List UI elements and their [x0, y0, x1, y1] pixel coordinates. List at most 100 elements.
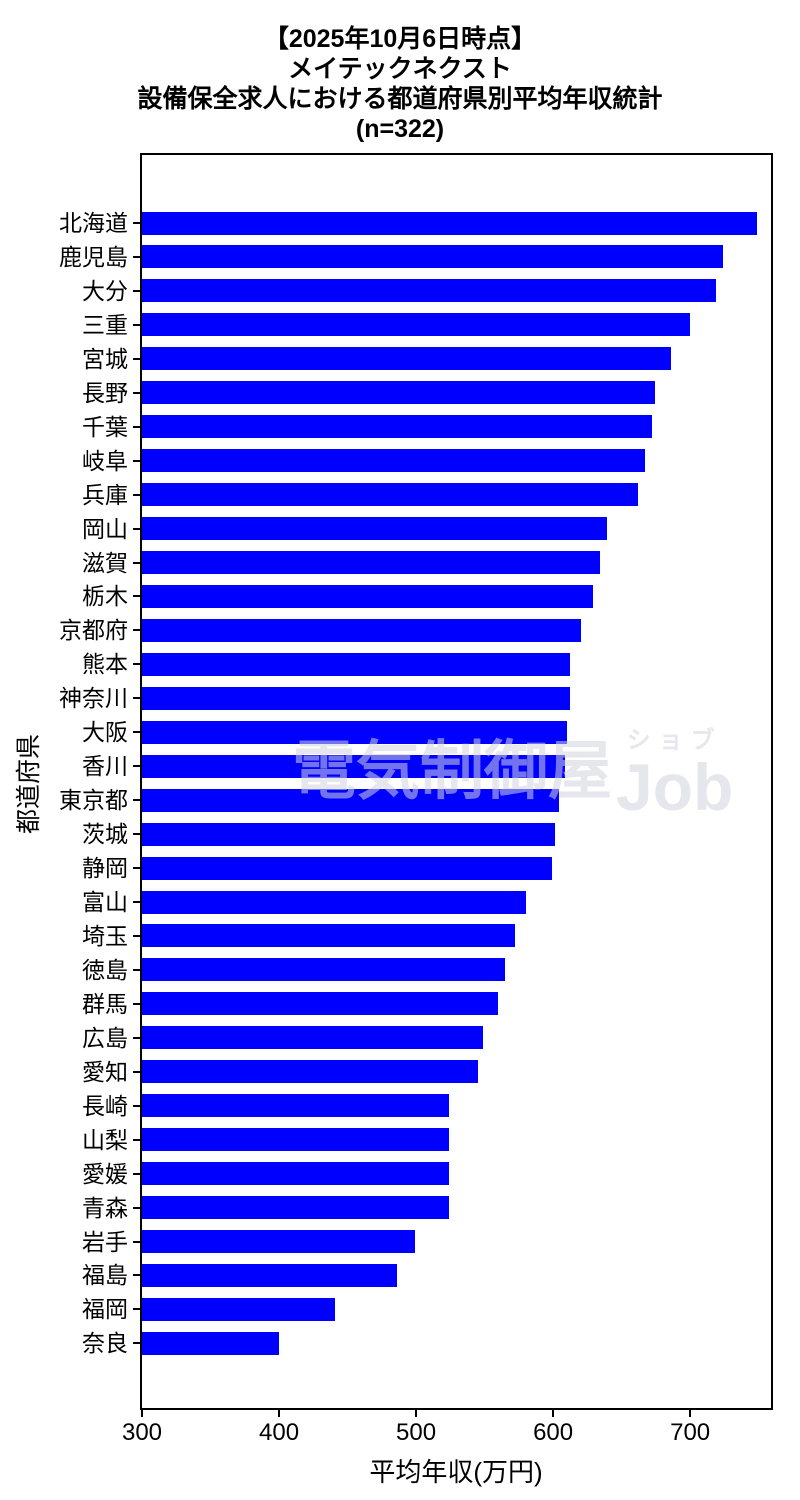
bar-長野	[142, 381, 655, 405]
y-tick-label: 富山	[82, 889, 128, 915]
bar-埼玉	[142, 924, 515, 948]
y-tick-label: 岐阜	[82, 447, 128, 474]
y-tick-label: 千葉	[82, 413, 128, 440]
y-tick-label: 兵庫	[82, 481, 128, 508]
y-tick-mark	[133, 1002, 140, 1005]
y-tick-mark	[133, 561, 140, 564]
y-tick-label: 神奈川	[59, 685, 128, 712]
y-tick-mark	[133, 1206, 140, 1209]
y-tick-mark	[133, 289, 140, 292]
y-tick-label: 香川	[82, 753, 128, 780]
y-tick-label: 大阪	[82, 719, 128, 746]
y-tick-mark	[133, 1308, 140, 1311]
y-tick-mark	[133, 731, 140, 734]
y-tick-mark	[133, 1274, 140, 1277]
y-tick-mark	[133, 867, 140, 870]
y-tick-label: 徳島	[82, 956, 128, 983]
y-tick-mark	[133, 459, 140, 462]
y-tick-mark	[133, 901, 140, 903]
y-tick-label: 福岡	[82, 1296, 128, 1323]
y-tick-label: 青森	[82, 1194, 128, 1221]
y-tick-mark	[133, 1138, 140, 1141]
x-tick-label: 700	[670, 1419, 711, 1446]
y-tick-mark	[133, 697, 140, 700]
bar-茨城	[142, 822, 555, 846]
bar-長崎	[142, 1094, 449, 1118]
bar-富山	[142, 890, 526, 914]
y-tick-mark	[133, 425, 140, 428]
bar-鹿児島	[142, 245, 723, 269]
bar-宮城	[142, 347, 671, 371]
x-tick-label: 600	[533, 1419, 574, 1446]
bar-滋賀	[142, 551, 600, 574]
bar-熊本	[142, 652, 570, 676]
y-tick-mark	[133, 357, 140, 360]
y-tick-mark	[133, 222, 140, 224]
x-tick-mark	[141, 1408, 143, 1417]
bar-栃木	[142, 584, 593, 608]
y-tick-mark	[133, 1172, 140, 1175]
bar-愛媛	[142, 1162, 449, 1186]
y-tick-mark	[133, 1240, 140, 1243]
bar-愛知	[142, 1060, 478, 1084]
bar-東京都	[142, 788, 559, 812]
bar-広島	[142, 1026, 484, 1050]
bar-神奈川	[142, 686, 570, 710]
y-tick-label: 愛知	[82, 1058, 128, 1085]
bar-三重	[142, 313, 691, 337]
bar-大分	[142, 279, 717, 303]
y-tick-mark	[133, 833, 140, 836]
y-tick-label: 大分	[82, 277, 128, 304]
x-axis-label: 平均年収(万円)	[369, 1457, 543, 1487]
y-tick-label: 岡山	[82, 515, 128, 542]
bar-兵庫	[142, 483, 639, 507]
plot-area	[140, 153, 773, 1410]
y-tick-label: 鹿児島	[59, 243, 128, 270]
x-tick-mark	[278, 1408, 281, 1417]
y-tick-label: 宮城	[82, 345, 128, 372]
bar-青森	[142, 1196, 449, 1220]
bar-香川	[142, 754, 566, 778]
y-tick-label: 群馬	[82, 990, 128, 1017]
bar-岩手	[142, 1230, 415, 1253]
y-tick-mark	[133, 968, 140, 971]
y-tick-label: 福島	[82, 1262, 128, 1289]
chart-title-line-3: 設備保全求人における都道府県別平均年収統計	[137, 85, 663, 113]
y-tick-label: 栃木	[82, 583, 128, 610]
y-tick-mark	[133, 1342, 140, 1345]
y-tick-mark	[133, 1036, 140, 1039]
x-tick-mark	[552, 1408, 555, 1417]
y-tick-label: 岩手	[82, 1228, 128, 1255]
y-tick-label: 愛媛	[82, 1160, 128, 1187]
chart-title-line-1: 【2025年10月6日時点】	[263, 25, 537, 53]
y-tick-mark	[133, 799, 140, 802]
y-tick-label: 茨城	[82, 821, 128, 848]
x-tick-label: 300	[121, 1419, 163, 1446]
chart-title: 【2025年10月6日時点】 メイテックネクスト 設備保全求人における都道府県別…	[0, 24, 800, 144]
y-tick-label: 埼玉	[82, 922, 128, 949]
y-tick-label: 広島	[82, 1024, 128, 1051]
y-tick-label: 長野	[82, 379, 128, 406]
bar-山梨	[142, 1128, 449, 1152]
y-tick-label: 奈良	[82, 1330, 128, 1357]
y-tick-mark	[133, 493, 140, 496]
y-tick-mark	[133, 595, 140, 598]
y-tick-mark	[133, 629, 140, 632]
bar-千葉	[142, 415, 652, 439]
bar-北海道	[142, 211, 758, 235]
y-tick-mark	[133, 323, 140, 326]
x-tick-mark	[689, 1408, 692, 1417]
y-tick-mark	[133, 255, 140, 258]
y-tick-label: 滋賀	[82, 549, 128, 576]
bar-岐阜	[142, 449, 645, 473]
y-tick-label: 東京都	[59, 787, 128, 814]
y-tick-label: 三重	[82, 311, 128, 338]
y-tick-mark	[133, 1070, 140, 1073]
y-tick-mark	[133, 934, 140, 937]
y-tick-mark	[133, 527, 140, 530]
bar-京都府	[142, 618, 581, 642]
y-tick-mark	[133, 765, 140, 768]
bar-大阪	[142, 720, 567, 744]
y-tick-label: 静岡	[82, 855, 128, 882]
